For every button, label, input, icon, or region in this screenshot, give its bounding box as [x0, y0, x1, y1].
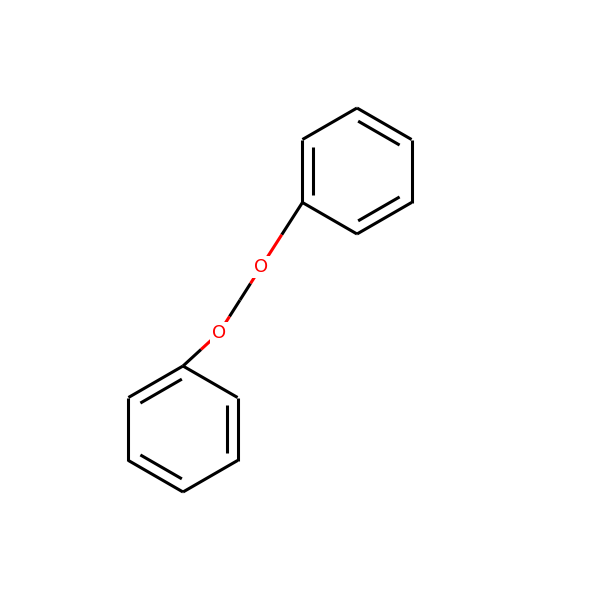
Text: O: O — [254, 258, 268, 276]
Text: O: O — [212, 324, 226, 342]
